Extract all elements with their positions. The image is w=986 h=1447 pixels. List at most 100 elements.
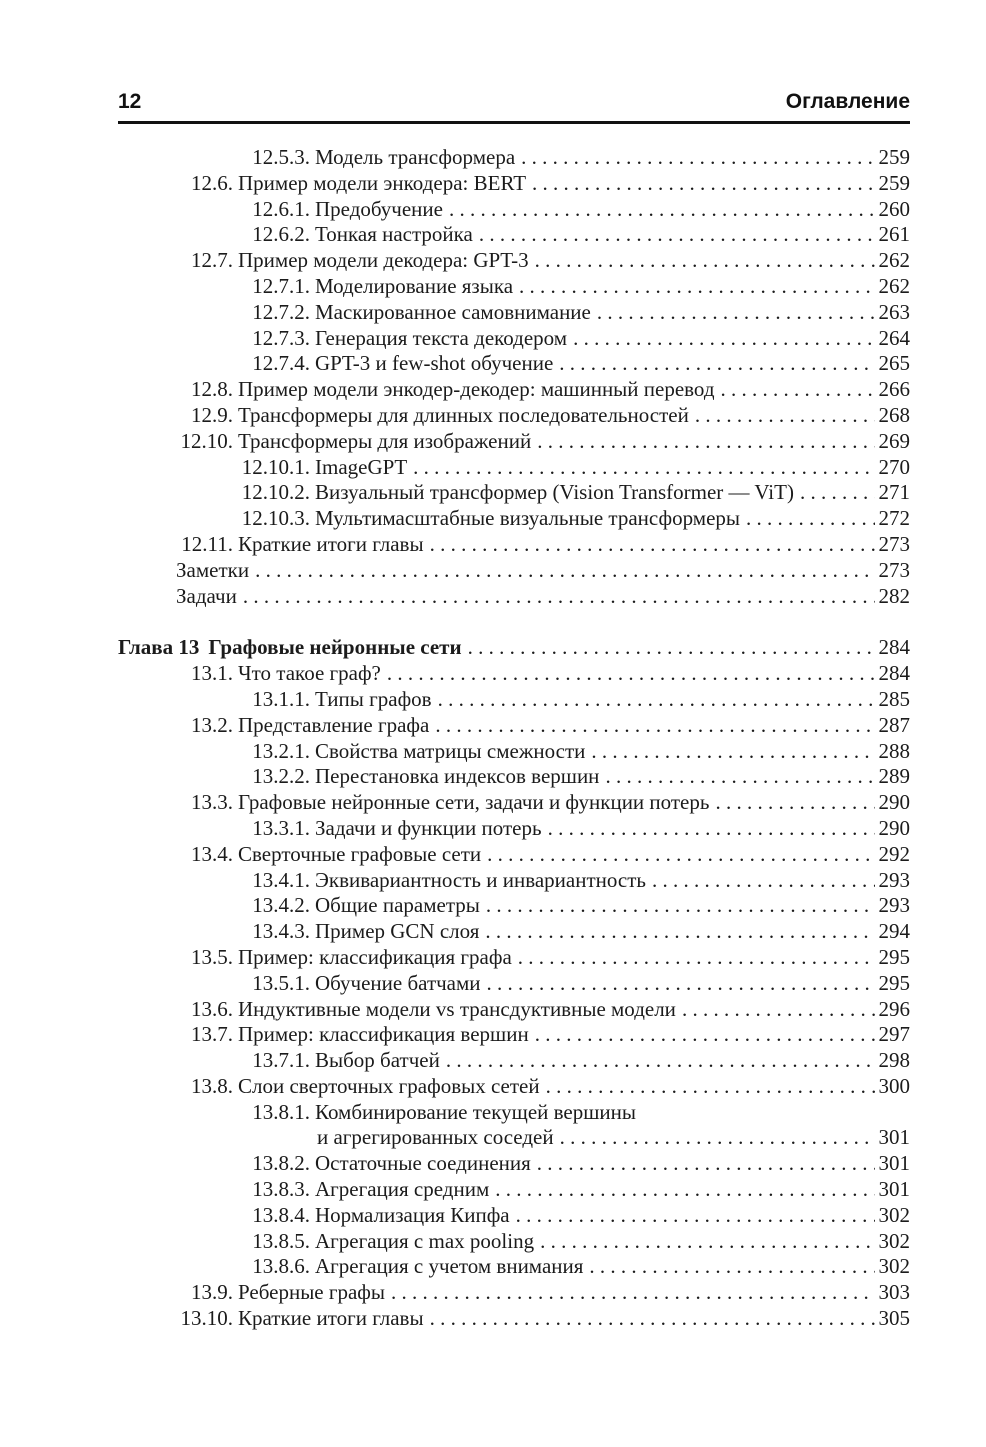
entry-title: Задачи и функции потерь xyxy=(315,815,542,840)
entry-page: 285 xyxy=(878,686,911,711)
entry-number: 13.5. xyxy=(191,944,233,969)
toc-entry: 13.4.Сверточные графовые сети 292 xyxy=(118,842,910,868)
dot-leader xyxy=(486,893,875,919)
dot-leader xyxy=(485,919,874,945)
dot-leader xyxy=(715,790,874,816)
toc-entry: 13.4.3.Пример GCN слоя 294 xyxy=(118,919,910,945)
toc-entry: 12.7.Пример модели декодера: GPT-3 262 xyxy=(118,248,910,274)
dot-leader xyxy=(516,1203,875,1229)
entry-title: Комбинирование текущей вершины xyxy=(315,1099,637,1124)
toc-entry: 13.5.1.Обучение батчами 295 xyxy=(118,971,910,997)
entry-number: 13.8.5. xyxy=(252,1228,310,1253)
entry-number: 12.10.2. xyxy=(241,480,310,505)
dot-leader xyxy=(546,1074,875,1100)
toc-entry: 13.3.1.Задачи и функции потерь 290 xyxy=(118,816,910,842)
entry-number: 12.7.2. xyxy=(252,299,310,324)
entry-number: 13.2. xyxy=(191,712,233,737)
entry-page: 293 xyxy=(878,867,911,892)
entry-page: 301 xyxy=(878,1125,911,1150)
entry-page: 298 xyxy=(878,1048,911,1073)
toc-entry: 13.9.Реберные графы 303 xyxy=(118,1280,910,1306)
entry-title: GPT-3 и few-shot обучение xyxy=(315,351,554,376)
entry-title: Краткие итоги главы xyxy=(238,1306,424,1331)
entry-number: 12.7.3. xyxy=(252,325,310,350)
dot-leader xyxy=(532,171,874,197)
dot-leader xyxy=(589,1254,874,1280)
entry-number: 13.3. xyxy=(191,790,233,815)
dot-leader xyxy=(695,403,875,429)
toc-entry: 12.7.3.Генерация текста декодером 264 xyxy=(118,326,910,352)
entry-number: 12.8. xyxy=(191,377,233,402)
toc-entry: 12.6.2.Тонкая настройка 261 xyxy=(118,222,910,248)
entry-title: Индуктивные модели vs трансдуктивные мод… xyxy=(238,996,676,1021)
header-rule xyxy=(118,121,910,124)
toc-entry: 13.10.Краткие итоги главы 305 xyxy=(118,1306,911,1332)
dot-leader xyxy=(721,377,875,403)
entry-number: 13.7.1. xyxy=(252,1048,310,1073)
entry-title: Пример модели энкодер-декодер: машинный … xyxy=(238,377,715,402)
toc-entry: Задачи 282 xyxy=(118,584,910,610)
entry-title: Маскированное самовнимание xyxy=(315,299,591,324)
entry-number: 13.9. xyxy=(191,1280,233,1305)
toc-chapter-entry: Глава 13 Графовые нейронные сети 284 xyxy=(118,635,910,661)
dot-leader xyxy=(597,300,875,326)
toc-entry: 12.7.4.GPT-3 и few-shot обучение 265 xyxy=(118,351,910,377)
toc-entry: 12.6.Пример модели энкодера: BERT 259 xyxy=(118,171,910,197)
toc-entry: 13.2.2.Перестановка индексов вершин 289 xyxy=(118,764,910,790)
page-number: 12 xyxy=(118,90,142,113)
toc-entry: 12.5.3.Модель трансформера 259 xyxy=(118,145,910,171)
toc-entry: 13.8.Слои сверточных графовых сетей 300 xyxy=(118,1074,910,1100)
dot-leader xyxy=(243,584,875,610)
entry-title: Эквивариантность и инвариантность xyxy=(315,867,646,892)
entry-page: 282 xyxy=(878,583,911,608)
dot-leader xyxy=(495,1177,874,1203)
entry-title: Визуальный трансформер (Vision Transform… xyxy=(315,480,794,505)
entry-page: 260 xyxy=(878,196,911,221)
toc-entry: 12.10.3. Мультимасштабные визуальные тран… xyxy=(118,506,910,532)
entry-number: 13.8.1. xyxy=(252,1099,310,1124)
entry-page: 302 xyxy=(878,1254,911,1279)
dot-leader xyxy=(591,739,874,765)
toc-entry: 13.4.1. Эквивариантность и инвариантность… xyxy=(118,868,910,894)
entry-page: 292 xyxy=(878,841,911,866)
entry-title: Свойства матрицы смежности xyxy=(315,738,586,763)
entry-number: 13.2.1. xyxy=(252,738,310,763)
entry-page: 300 xyxy=(878,1073,911,1098)
entry-page: 266 xyxy=(878,377,911,402)
entry-page: 290 xyxy=(878,790,911,815)
entry-page: 273 xyxy=(878,531,911,556)
toc-entry: 12.9. Трансформеры для длинных последоват… xyxy=(118,403,910,429)
entry-page: 289 xyxy=(878,764,911,789)
entry-title: Реберные графы xyxy=(238,1280,386,1305)
dot-leader xyxy=(413,455,874,481)
entry-number: 12.9. xyxy=(191,402,233,427)
entry-page: 272 xyxy=(878,506,911,531)
dot-leader xyxy=(560,1125,875,1151)
dot-leader xyxy=(446,1048,875,1074)
dot-leader xyxy=(387,661,875,687)
entry-title: Обучение батчами xyxy=(315,970,481,995)
toc-entry: 13.5.Пример: классификация графа 295 xyxy=(118,945,910,971)
entry-page: 293 xyxy=(878,893,911,918)
entry-title: Пример: классификация вершин xyxy=(238,1022,529,1047)
header-title: Оглавление xyxy=(785,90,910,113)
toc-list: 12.5.3.Модель трансформера25912.6.Пример… xyxy=(118,145,910,1332)
entry-number: 12.6.2. xyxy=(252,222,310,247)
toc-entry: 12.10.1.ImageGPT 270 xyxy=(118,455,910,481)
entry-number: 13.4.2. xyxy=(252,893,310,918)
entry-page: 270 xyxy=(878,454,911,479)
entry-title: Пример модели декодера: GPT-3 xyxy=(238,248,529,273)
toc-entry: 13.8.2.Остаточные соединения 301 xyxy=(118,1151,910,1177)
entry-number: 12.6. xyxy=(191,170,233,195)
toc-entry: 13.8.6.Агрегация с учетом внимания 302 xyxy=(118,1254,910,1280)
entry-number: 13.1.1. xyxy=(252,686,310,711)
dot-leader xyxy=(535,248,875,274)
dot-leader xyxy=(487,971,875,997)
entry-title: Краткие итоги главы xyxy=(238,531,424,556)
entry-title: Тонкая настройка xyxy=(315,222,473,247)
toc-entry: 13.1.Что такое граф? 284 xyxy=(118,661,910,687)
entry-number: 13.8.6. xyxy=(252,1254,310,1279)
entry-page: 271 xyxy=(878,480,911,505)
entry-number: 12.7.1. xyxy=(252,273,310,298)
